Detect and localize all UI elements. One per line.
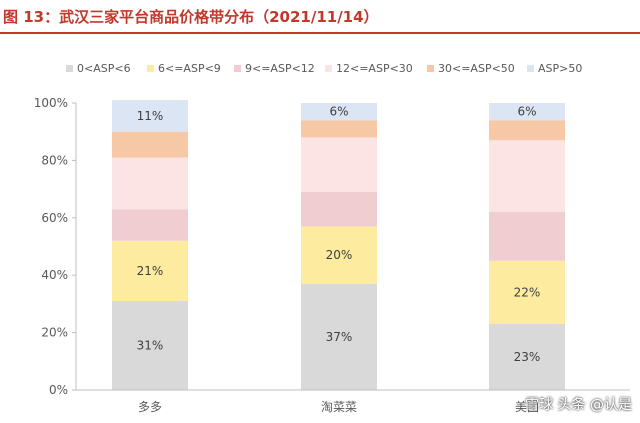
bar-segment [301, 103, 377, 121]
bar-segment [489, 140, 565, 213]
watermark: 雪球 头条 @认是 [525, 397, 632, 413]
bar-segment [489, 103, 565, 121]
bar-segment [301, 120, 377, 138]
bar-segment [301, 226, 377, 284]
bar-segment [301, 283, 377, 390]
legend-swatch [66, 65, 73, 72]
bar-segment [489, 260, 565, 324]
data-label: 21% [137, 264, 164, 278]
data-label: 31% [137, 339, 164, 353]
legend-label: 30<=ASP<50 [438, 62, 515, 75]
bar-segment [489, 323, 565, 390]
x-axis: 多多 淘菜菜 美团 [76, 389, 630, 414]
data-label: 6% [329, 105, 348, 119]
bar-segment [489, 212, 565, 261]
title-divider [0, 32, 640, 34]
y-tick-label: 100% [34, 96, 68, 110]
legend-swatch [427, 65, 434, 72]
y-tick-label: 20% [41, 326, 68, 340]
legend-label: 12<=ASP<30 [336, 62, 413, 75]
legend-label: 6<=ASP<9 [158, 62, 221, 75]
bar-segment [112, 100, 188, 132]
y-axis: 0% 20% 40% 60% 80% 100% [34, 96, 77, 397]
y-tick-label: 40% [41, 268, 68, 282]
data-label: 37% [326, 330, 353, 344]
data-label: 6% [517, 105, 536, 119]
x-tick-label: 多多 [138, 400, 162, 414]
x-tick-label: 淘菜菜 [321, 400, 357, 414]
y-tick-label: 60% [41, 211, 68, 225]
page-title: 图 13：武汉三家平台商品价格带分布（2021/11/14） [3, 8, 379, 26]
stacked-bar-chart: 0<ASP<6 6<=ASP<9 9<=ASP<12 12<=ASP<30 30<=AS… [34, 62, 630, 414]
bar-segment [112, 157, 188, 210]
bar-segment [301, 137, 377, 192]
bar-segment [112, 131, 188, 158]
legend-swatch [147, 65, 154, 72]
y-tick-label: 80% [41, 153, 68, 167]
bar-segment [301, 191, 377, 227]
bars: 31% 21% 11% 37% 20% 6% 23% 22% 6% [112, 100, 565, 390]
data-label: 11% [137, 109, 164, 123]
legend-swatch [527, 65, 534, 72]
bar-segment [112, 240, 188, 302]
bar-segment [112, 301, 188, 390]
chart-legend: 0<ASP<6 6<=ASP<9 9<=ASP<12 12<=ASP<30 30<=AS… [66, 62, 582, 75]
legend-label: 0<ASP<6 [77, 62, 131, 75]
x-tick-label: 美团 [515, 400, 539, 414]
data-label: 22% [514, 285, 541, 299]
bar-segment [489, 120, 565, 141]
legend-swatch [234, 65, 241, 72]
bar-segment [112, 209, 188, 241]
legend-swatch [325, 65, 332, 72]
data-label: 23% [514, 350, 541, 364]
legend-label: 9<=ASP<12 [245, 62, 315, 75]
legend-label: ASP>50 [538, 62, 582, 75]
data-label: 20% [326, 248, 353, 262]
y-tick-label: 0% [49, 383, 68, 397]
